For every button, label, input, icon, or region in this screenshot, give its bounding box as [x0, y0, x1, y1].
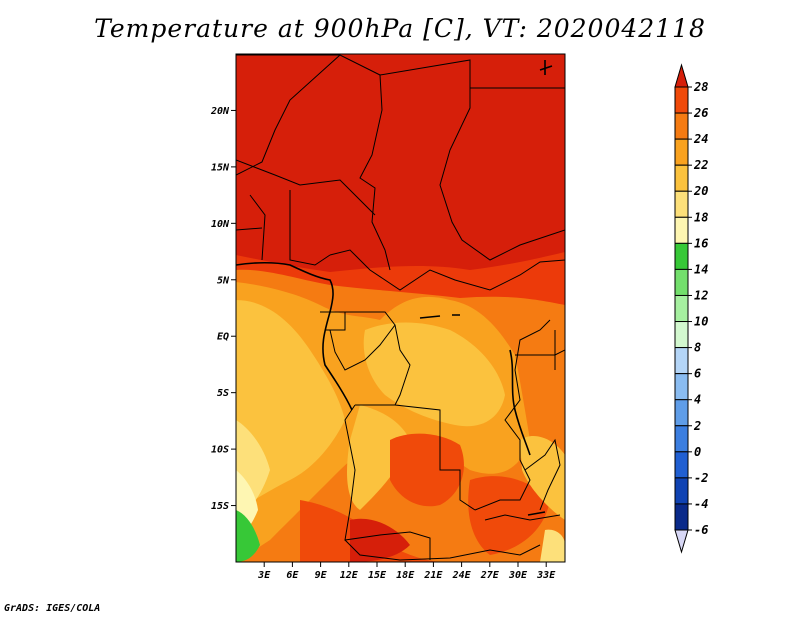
- longitude-axis: 3E 6E 9E 12E 15E 18E 21E 24E 27E 30E 33E: [257, 562, 556, 581]
- colorbar-label: 10: [694, 315, 708, 329]
- colorbar-bottom-arrow: [674, 529, 689, 554]
- lat-tick-label: 10N: [211, 219, 230, 230]
- colorbar-swatch: [674, 425, 689, 453]
- colorbar-swatch: [674, 216, 689, 244]
- colorbar-label: 12: [694, 288, 708, 302]
- lon-tick-label: 27E: [480, 570, 500, 581]
- lon-tick-label: 6E: [286, 570, 299, 581]
- colorbar-label: 16: [694, 236, 708, 250]
- latitude-axis: 20N 15N 10N 5N EQ 5S 10S 15S: [210, 106, 236, 512]
- lat-tick-label: 10S: [211, 445, 229, 456]
- country-borders: [236, 54, 565, 561]
- colorbar-swatch: [674, 138, 689, 166]
- colorbar-label: 4: [694, 393, 701, 407]
- colorbar-label: 26: [693, 106, 708, 120]
- lat-tick-label: 5N: [217, 275, 230, 286]
- colorbar-swatch: [674, 399, 689, 427]
- colorbar-label: -2: [694, 471, 708, 485]
- colorbar-label: -4: [694, 497, 708, 511]
- colorbar-label: 2: [693, 419, 701, 433]
- colorbar-swatch: [674, 347, 689, 375]
- lon-tick-label: 12E: [340, 570, 359, 581]
- colorbar-label: 8: [694, 341, 701, 355]
- colorbar-swatch: [674, 242, 689, 270]
- lat-tick-label: 5S: [217, 388, 229, 399]
- lon-tick-label: 3E: [257, 570, 271, 581]
- colorbar-label: 20: [693, 184, 708, 198]
- colorbar-swatch: [674, 86, 689, 114]
- lon-tick-label: 24E: [452, 570, 472, 581]
- lon-tick-label: 9E: [315, 570, 328, 581]
- colorbar-swatch: [674, 451, 689, 479]
- colorbar-label: 0: [694, 445, 701, 459]
- colorbar-label: -6: [694, 523, 708, 537]
- colorbar-label: 18: [694, 210, 708, 224]
- colorbar-swatch: [674, 190, 689, 218]
- colorbar-label: 6: [694, 367, 701, 381]
- colorbar-swatch: [674, 112, 689, 140]
- lat-tick-label: 15S: [211, 501, 229, 512]
- colorbar-swatch: [674, 477, 689, 505]
- lon-tick-label: 30E: [508, 570, 528, 581]
- map-title: Temperature at 900hPa [C], VT: 202004211…: [94, 14, 706, 43]
- colorbar-label: 28: [693, 80, 708, 94]
- map-frame: [235, 53, 566, 563]
- colorbar-label: 24: [693, 132, 708, 146]
- temperature-field: [236, 54, 565, 562]
- colorbar-top-arrow: [674, 63, 689, 88]
- colorbar-swatch: [674, 268, 689, 296]
- coastlines: [236, 60, 553, 516]
- lon-tick-label: 18E: [396, 570, 415, 581]
- lat-tick-label: 20N: [210, 106, 230, 117]
- footer-credit: GrADS: IGES/COLA: [4, 603, 101, 614]
- colorbar-swatch: [674, 294, 689, 323]
- lon-tick-label: 15E: [368, 570, 387, 581]
- colorbar-swatch: [674, 373, 689, 401]
- lat-tick-label: 15N: [211, 162, 230, 173]
- lon-tick-label: 21E: [423, 570, 443, 581]
- colorbar-swatch: [674, 164, 689, 192]
- colorbar-label: 14: [694, 262, 708, 276]
- colorbar-label: 22: [693, 158, 708, 172]
- lat-tick-label: EQ: [217, 332, 229, 343]
- lon-tick-label: 33E: [536, 570, 556, 581]
- colorbar-swatch: [674, 321, 689, 349]
- colorbar-swatch: [674, 503, 689, 531]
